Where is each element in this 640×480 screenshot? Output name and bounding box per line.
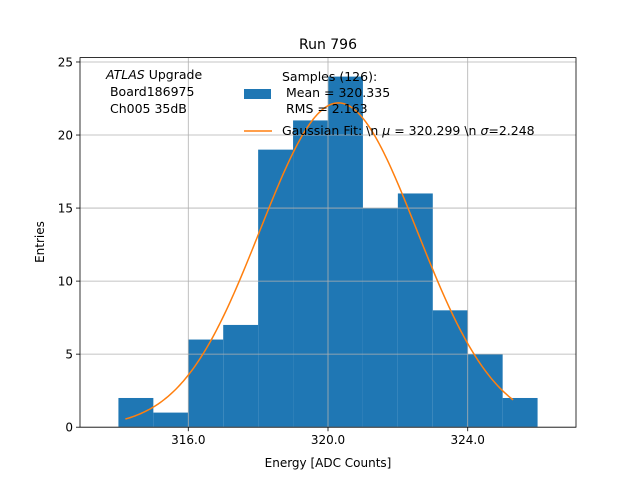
- histogram-bar: [362, 208, 398, 428]
- legend-fit-sigma-symbol: σ: [480, 123, 489, 138]
- histogram-bar: [293, 120, 328, 428]
- upgrade-text: Upgrade: [145, 67, 203, 82]
- legend-hist-swatch: [244, 89, 271, 99]
- legend-fit-sigma-value: =2.248: [488, 123, 534, 138]
- x-axis-label: Energy [ADC Counts]: [265, 456, 392, 470]
- legend-hist-line-2: Mean = 320.335: [282, 85, 390, 100]
- histogram-bar: [502, 397, 538, 428]
- histogram-bar: [258, 149, 294, 428]
- histogram-bar: [397, 193, 433, 428]
- y-axis-label: Entries: [33, 221, 47, 263]
- y-tick-label: 5: [65, 347, 73, 361]
- atlas-annotation: ATLAS Upgrade Board186975 Ch005 35dB: [105, 67, 202, 116]
- histogram-bar: [223, 324, 259, 428]
- legend-fit-prefix: Gaussian Fit: \n: [282, 123, 382, 138]
- y-tick-label: 10: [58, 274, 73, 288]
- histogram-bar: [467, 354, 503, 428]
- legend-fit-mu-value: = 320.299 \n: [390, 123, 480, 138]
- histogram-bar: [118, 397, 154, 428]
- x-tick-label: 316.0: [171, 433, 205, 447]
- channel-label: Ch005 35dB: [106, 101, 187, 116]
- histogram-bar: [188, 339, 224, 428]
- y-axis-ticks: 0 5 10 15 20 25: [58, 55, 80, 435]
- gaussian-fit-path: [125, 102, 514, 420]
- atlas-italic: ATLAS: [105, 67, 145, 82]
- board-label: Board186975: [106, 84, 194, 99]
- x-tick-label: 320.0: [311, 433, 345, 447]
- histogram-bar: [153, 412, 189, 428]
- histogram-bar: [432, 310, 468, 428]
- y-tick-label: 0: [65, 421, 73, 435]
- y-tick-label: 15: [58, 201, 73, 215]
- legend-hist-line-3: RMS = 2.163: [282, 101, 368, 116]
- legend-fit-mu-symbol: μ: [381, 123, 390, 138]
- chart-title: Run 796: [299, 37, 357, 53]
- atlas-label: ATLAS Upgrade: [105, 67, 202, 82]
- legend-fit-label: Gaussian Fit: \n μ = 320.299 \n σ=2.248: [282, 123, 535, 138]
- legend-hist-line-1: Samples (126):: [282, 69, 377, 84]
- y-tick-label: 20: [58, 128, 73, 142]
- gaussian-fit-curve: [125, 102, 514, 420]
- y-tick-label: 25: [58, 55, 73, 69]
- x-axis-ticks: 316.0 320.0 324.0: [171, 427, 485, 447]
- legend: Samples (126): Mean = 320.335 RMS = 2.16…: [244, 69, 535, 138]
- x-tick-label: 324.0: [451, 433, 485, 447]
